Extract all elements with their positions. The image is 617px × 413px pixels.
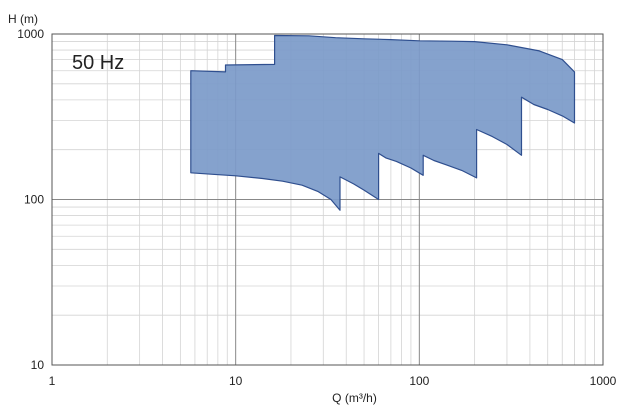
operating-area bbox=[190, 34, 576, 211]
y-tick-label: 10 bbox=[31, 358, 45, 372]
x-tick-label: 1 bbox=[49, 374, 56, 388]
y-axis-label: H (m) bbox=[8, 12, 38, 26]
y-tick-label: 100 bbox=[24, 193, 44, 207]
x-tick-label: 1000 bbox=[590, 374, 617, 388]
x-tick-label: 100 bbox=[409, 374, 429, 388]
y-tick-label: 1000 bbox=[17, 27, 44, 41]
x-axis-label: Q (m³/h) bbox=[332, 391, 377, 405]
plot-frame bbox=[51, 33, 604, 366]
frequency-annotation: 50 Hz bbox=[72, 52, 124, 74]
tick-labels: 1 10 100 1000 10 100 1000 bbox=[17, 27, 616, 388]
x-tick-label: 10 bbox=[229, 374, 243, 388]
area-layer bbox=[190, 34, 576, 211]
